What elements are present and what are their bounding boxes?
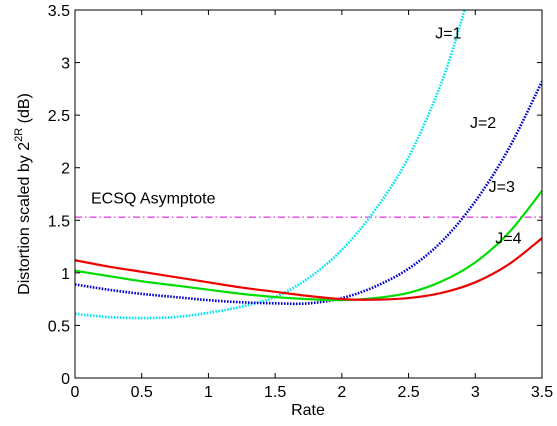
y-tick-label: 2 [61, 161, 70, 178]
y-axis-label-unit: (dB) [16, 93, 33, 128]
y-axis-label-sup: 2R [13, 128, 25, 142]
y-tick-label: 1.5 [48, 213, 70, 230]
y-axis-label-main: Distortion scaled by 2 [16, 142, 33, 295]
x-tick-label: 1 [204, 384, 213, 401]
x-tick-label: 0.5 [131, 384, 153, 401]
plot-area [75, 10, 542, 378]
annotation-ecsq-asymptote: ECSQ Asymptote [91, 190, 216, 207]
plot-frame [74, 9, 543, 379]
y-tick-label: 0.5 [48, 318, 70, 335]
y-tick-label: 3.5 [48, 3, 70, 20]
series-line-j2 [75, 80, 542, 306]
annotation-j-4: J=4 [495, 230, 521, 247]
y-axis-label: Distortion scaled by 22R (dB) [13, 93, 33, 295]
x-tick-label: 1.5 [264, 384, 286, 401]
x-axis-label: Rate [291, 402, 325, 419]
series-layer [75, 10, 542, 320]
x-tick-label: 2.5 [397, 384, 419, 401]
annotation-layer: J=1 J=2 J=3 J=4 ECSQ Asymptote [91, 25, 522, 247]
y-tick-label: 3 [61, 56, 70, 73]
y-tick-label: 1 [61, 266, 70, 283]
annotation-j-3: J=3 [489, 179, 515, 196]
series-line-j4 [75, 237, 542, 301]
x-tick-label: 3 [471, 384, 480, 401]
y-tick-label: 2.5 [48, 108, 70, 125]
y-tick-label: 0 [61, 371, 70, 388]
x-tick-label: 3.5 [531, 384, 553, 401]
annotation-j-2: J=2 [470, 115, 496, 132]
x-tick-label: 0 [71, 384, 80, 401]
x-tick-label: 2 [337, 384, 346, 401]
series-line-j3 [75, 190, 542, 302]
tick-layer: 0 0.5 1 1.5 2 2.5 3 3.5 0 0.5 1 1.5 2 2.5 3 3.5 [48, 3, 553, 401]
annotation-j-1: J=1 [435, 25, 461, 42]
